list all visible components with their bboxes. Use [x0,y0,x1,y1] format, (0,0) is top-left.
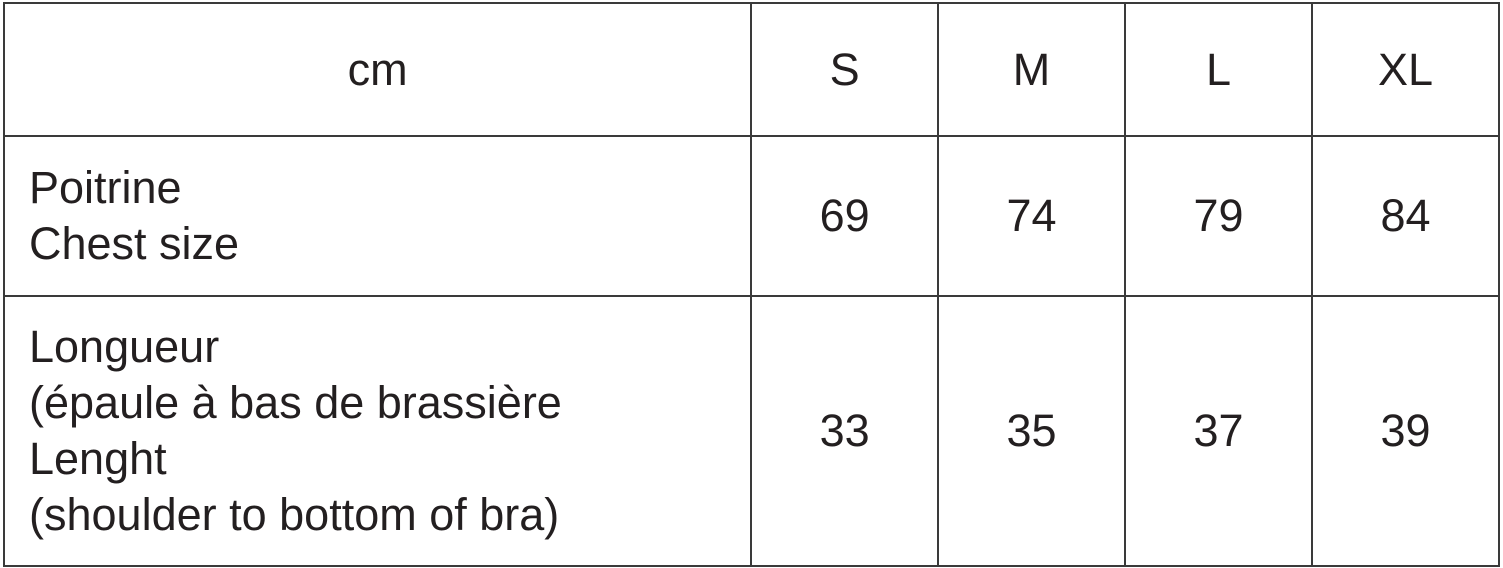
cell-value: 35 [937,295,1126,567]
header-size-xl: XL [1310,2,1501,137]
cell-value: 37 [1124,295,1313,567]
label-line: (shoulder to bottom of bra) [29,489,560,540]
label-line: Poitrine [29,162,182,213]
cell-value: 79 [1124,135,1313,297]
label-line: Chest size [29,218,240,269]
header-size-s: S [750,2,940,137]
row-label-chest: Poitrine Chest size [2,135,753,297]
header-unit: cm [2,2,753,137]
cell-value: 74 [937,135,1126,297]
cell-value: 69 [750,135,940,297]
table-row-length: Longueur (épaule à bas de brassière Leng… [2,295,1501,567]
label-line: Lenght [29,433,167,484]
cell-value: 39 [1310,295,1501,567]
label-line: Longueur [29,321,220,372]
header-row: cm S M L XL [2,2,1501,137]
header-size-m: M [937,2,1126,137]
table-row-chest: Poitrine Chest size 69 74 79 84 [2,135,1501,297]
header-size-l: L [1124,2,1313,137]
label-line: (épaule à bas de brassière [29,377,562,428]
row-label-length: Longueur (épaule à bas de brassière Leng… [2,295,753,567]
cell-value: 33 [750,295,940,567]
cell-value: 84 [1310,135,1501,297]
